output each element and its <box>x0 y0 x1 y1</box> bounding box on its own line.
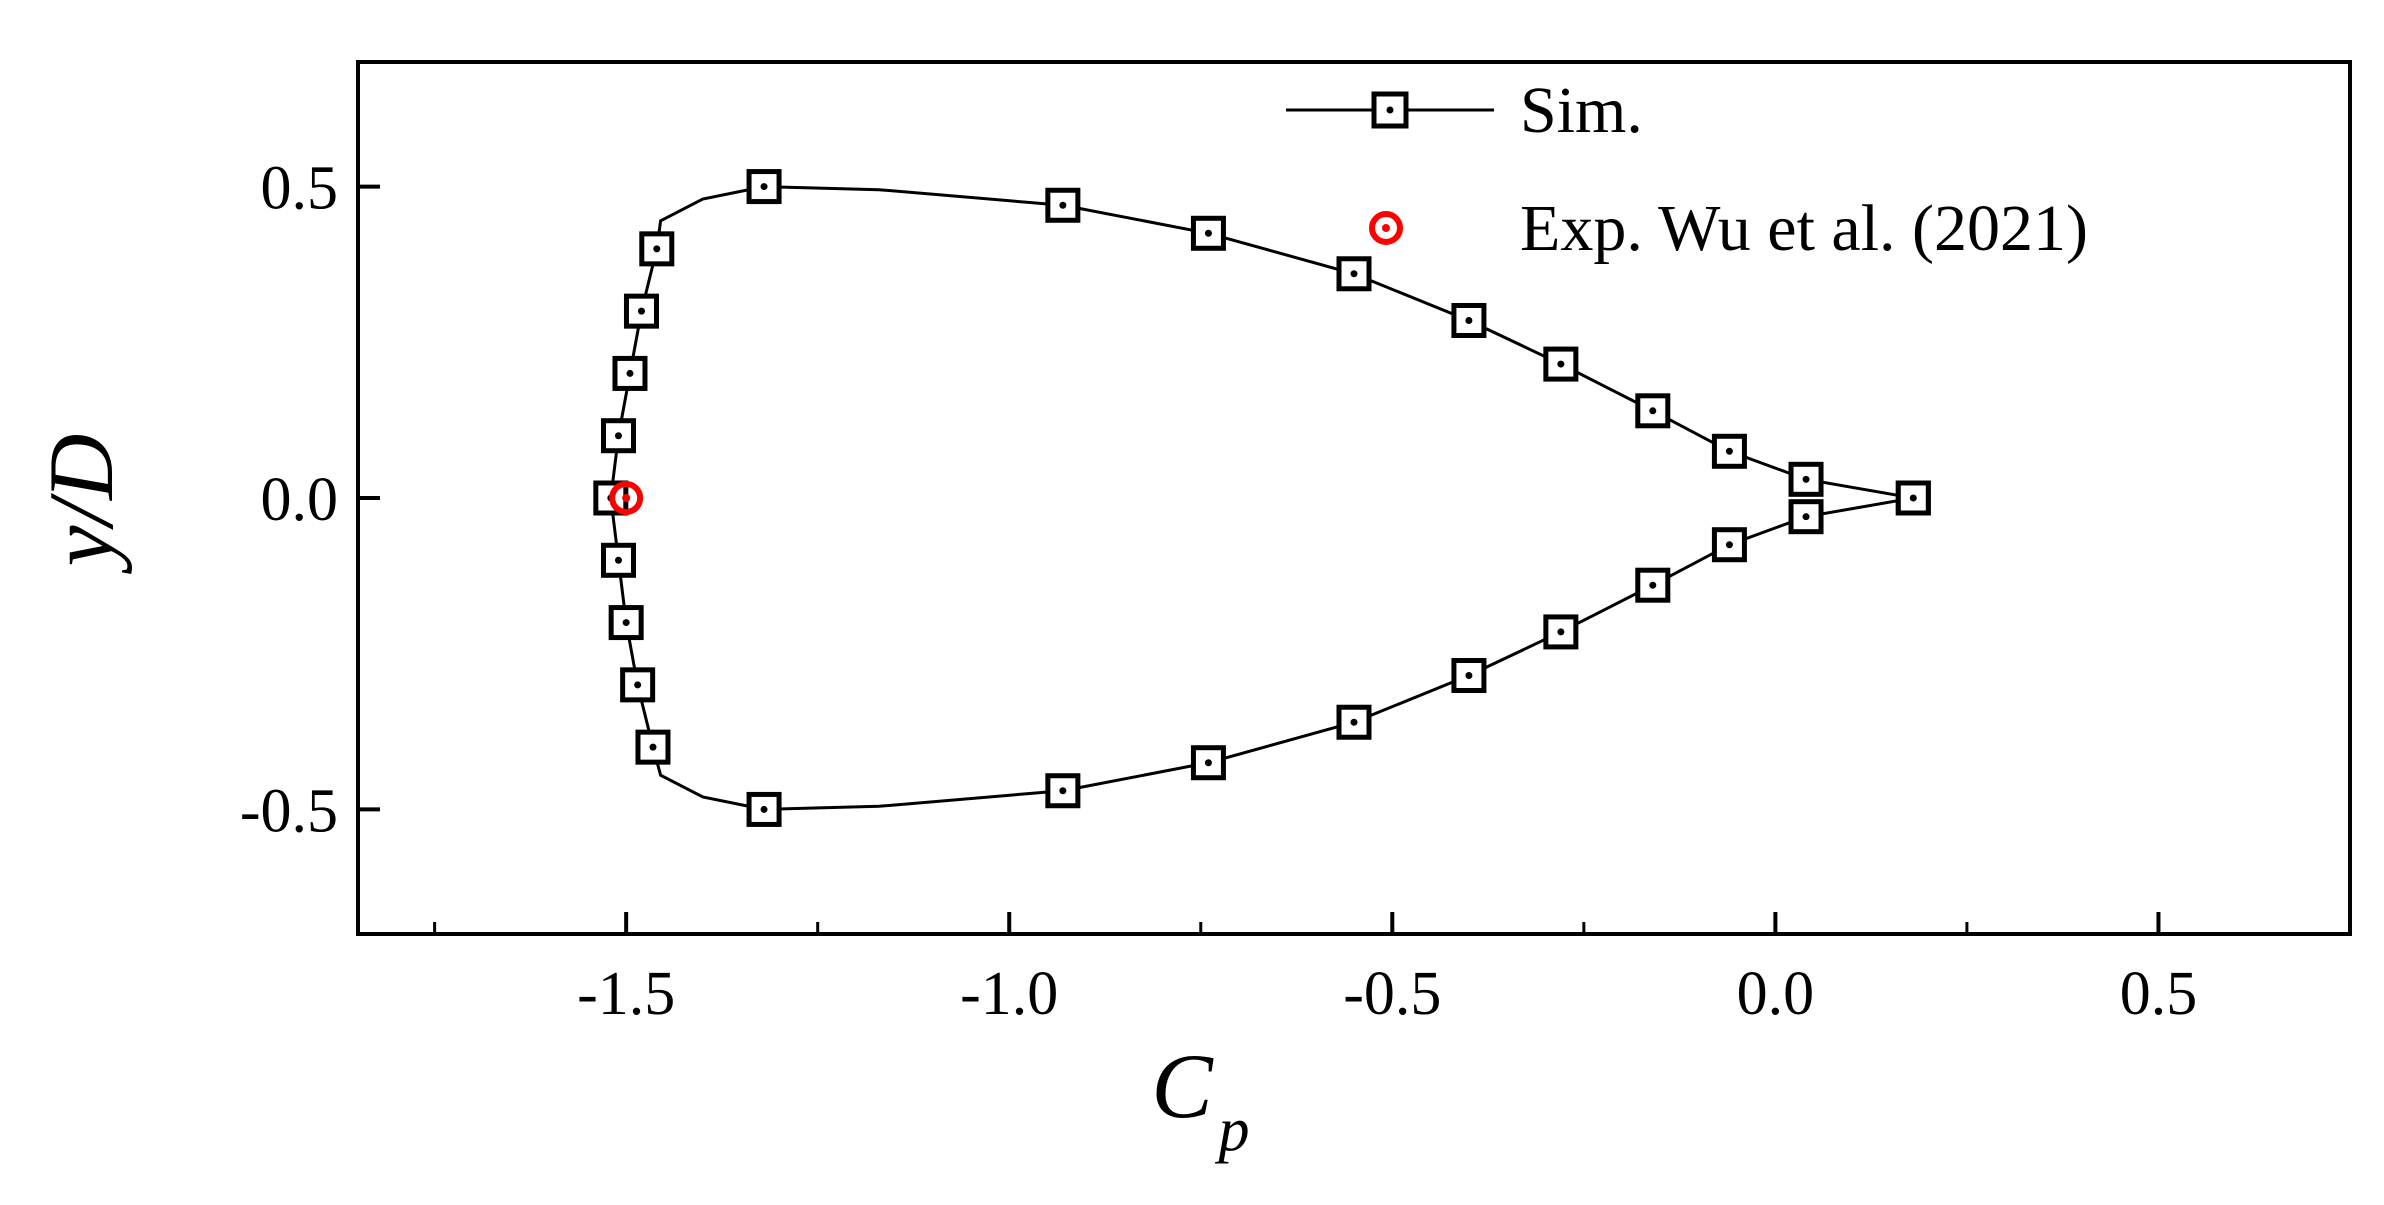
sim-marker <box>1336 704 1372 740</box>
sim-marker-dot <box>1725 541 1733 549</box>
sim-marker-dot <box>760 805 768 813</box>
sim-marker-dot <box>1059 201 1067 209</box>
sim-marker <box>1711 433 1747 469</box>
sim-marker-dot <box>614 432 622 440</box>
legend-exp-label: Exp. Wu et al. (2021) <box>1520 192 2088 265</box>
sim-marker-dot <box>1465 316 1473 324</box>
sim-marker-dot <box>1557 360 1565 368</box>
legend-exp-marker <box>1369 211 1403 245</box>
points-layer <box>593 169 1931 827</box>
x-tick-label: -1.5 <box>577 960 675 1028</box>
x-tick-label: 0.0 <box>1737 960 1815 1028</box>
x-tick-label: -1.0 <box>960 960 1058 1028</box>
sim-marker-dot <box>1350 718 1358 726</box>
sim-marker <box>1045 773 1081 809</box>
sim-marker-dot <box>1649 581 1657 589</box>
y-axis-title: y/D <box>30 434 132 575</box>
sim-marker-dot <box>760 183 768 191</box>
x-axis-title-subscript: p <box>1215 1096 1250 1164</box>
legend: Sim. Exp. Wu et al. (2021) <box>1286 74 2088 265</box>
sim-marker-dot <box>1725 447 1733 455</box>
exp-marker <box>609 481 644 515</box>
sim-marker-dot <box>1059 787 1067 795</box>
sim-marker-dot <box>649 743 657 751</box>
sim-marker-dot <box>614 556 622 564</box>
sim-marker-dot <box>622 619 630 627</box>
curves-layer <box>609 185 1914 811</box>
y-tick-label: -0.5 <box>240 777 338 845</box>
sim-marker-dot <box>1909 494 1917 502</box>
sim-marker <box>600 418 636 454</box>
sim-marker-dot <box>637 307 645 315</box>
sim-marker <box>1635 567 1671 603</box>
x-tick-label: -0.5 <box>1343 960 1441 1028</box>
sim-marker-dot <box>1204 759 1212 767</box>
sim-curve <box>609 185 1914 811</box>
sim-marker-dot <box>653 245 661 253</box>
x-tick-label: 0.5 <box>2120 960 2198 1028</box>
sim-marker-dot <box>626 369 634 377</box>
legend-sim-marker-dot <box>1386 106 1394 114</box>
sim-marker <box>1788 499 1824 535</box>
sim-marker-dot <box>1802 475 1810 483</box>
plot-frame <box>356 60 2352 936</box>
legend-sim-label: Sim. <box>1520 74 1643 147</box>
sim-marker-dot <box>1557 628 1565 636</box>
exp-marker-dot <box>622 494 631 502</box>
x-axis-title: C <box>1151 1035 1214 1137</box>
sim-marker-dot <box>1350 270 1358 278</box>
y-tick-label: 0.5 <box>261 155 339 223</box>
sim-marker-dot <box>1802 513 1810 521</box>
sim-marker <box>1190 745 1226 781</box>
sim-marker-dot <box>634 681 642 689</box>
sim-marker <box>620 667 656 703</box>
y-tick-label: 0.0 <box>261 466 339 534</box>
legend-exp-marker-dot <box>1382 224 1390 232</box>
sim-marker-dot <box>1465 672 1473 680</box>
tick-labels-layer: -1.5 -1.0 -0.5 0.0 0.5 0.5 0.0 -0.5 <box>240 155 2197 1028</box>
sim-marker-dot <box>1649 407 1657 415</box>
sim-marker-dot <box>1204 229 1212 237</box>
